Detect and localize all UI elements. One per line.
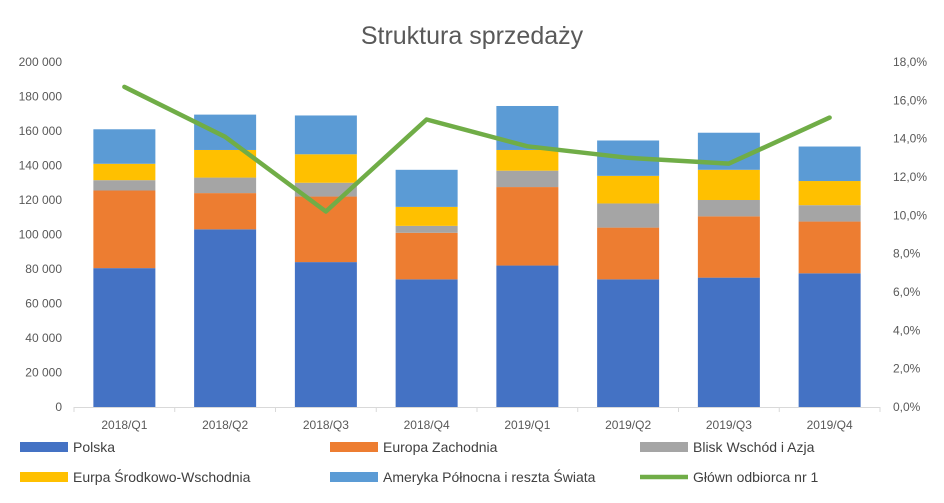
legend-swatch	[20, 472, 68, 482]
bar-3-7	[697, 200, 760, 217]
bar-5-4	[395, 169, 458, 207]
y-tick-label: 60 000	[25, 297, 62, 311]
bar-5-5	[496, 105, 559, 150]
bar-1-3	[294, 262, 357, 407]
y2-tick-label: 6,0%	[893, 285, 921, 299]
y-tick-label: 200 000	[19, 55, 63, 69]
bar-2-7	[697, 216, 760, 278]
y-tick-label: 140 000	[19, 159, 63, 173]
x-tick-label: 2018/Q1	[101, 418, 147, 432]
bar-5-8	[798, 146, 861, 182]
x-tick-label: 2019/Q2	[605, 418, 651, 432]
bar-5-3	[294, 115, 357, 155]
y2-tick-label: 0,0%	[893, 400, 921, 414]
bar-1-7	[697, 277, 760, 407]
legend-label: Ameryka Północna i reszta Świata	[383, 468, 596, 485]
bar-3-3	[294, 182, 357, 197]
y2-tick-label: 14,0%	[893, 132, 927, 146]
bar-2-4	[395, 232, 458, 280]
bar-3-5	[496, 170, 559, 188]
legend: Polska Europa Zachodnia Blisk Wschód i Azj…	[20, 439, 819, 485]
y-tick-label: 180 000	[19, 90, 63, 104]
bar-4-8	[798, 181, 861, 206]
y2-tick-label: 8,0%	[893, 247, 921, 261]
bar-4-1	[93, 163, 156, 181]
y-tick-label: 80 000	[25, 262, 62, 276]
bar-1-2	[194, 229, 257, 407]
y2-tick-label: 12,0%	[893, 170, 927, 184]
bar-3-8	[798, 205, 861, 222]
bar-5-1	[93, 129, 156, 164]
y2-tick-label: 16,0%	[893, 93, 927, 107]
bar-layer	[93, 105, 861, 407]
y-tick-label: 120 000	[19, 193, 63, 207]
bar-2-3	[294, 196, 357, 263]
axes: 2018/Q1 2018/Q2 2018/Q3 2018/Q4 2019/Q1 2019/…	[19, 55, 928, 432]
legend-label: Główn odbiorca nr 1	[693, 469, 819, 485]
bar-1-8	[798, 273, 861, 407]
line-main-customer	[122, 84, 832, 214]
x-tick-label: 2019/Q1	[504, 418, 550, 432]
bar-1-5	[496, 265, 559, 407]
bar-4-5	[496, 149, 559, 171]
legend-label: Blisk Wschód i Azja	[693, 439, 815, 455]
bar-4-7	[697, 169, 760, 200]
bar-4-3	[294, 154, 357, 183]
bar-1-1	[93, 268, 156, 407]
y2-tick-label: 10,0%	[893, 208, 927, 222]
y-tick-label: 100 000	[19, 228, 63, 242]
y-tick-label: 40 000	[25, 331, 62, 345]
x-tick-label: 2018/Q3	[303, 418, 349, 432]
legend-label: Europa Zachodnia	[383, 439, 498, 455]
bar-2-5	[496, 187, 559, 266]
bar-5-2	[194, 114, 257, 150]
bar-1-6	[597, 279, 660, 407]
bar-3-1	[93, 180, 156, 191]
bar-2-6	[597, 227, 660, 280]
y2-tick-label: 2,0%	[893, 362, 921, 376]
line-layer	[122, 84, 832, 214]
y-tick-label: 160 000	[19, 124, 63, 138]
y-tick-label: 0	[55, 400, 62, 414]
bar-3-2	[194, 177, 257, 194]
y2-tick-label: 18,0%	[893, 55, 927, 69]
bar-4-4	[395, 206, 458, 226]
bar-3-6	[597, 203, 660, 228]
bar-2-8	[798, 221, 861, 274]
x-tick-label: 2019/Q3	[706, 418, 752, 432]
legend-swatch	[640, 442, 688, 452]
bar-2-1	[93, 190, 156, 269]
bar-2-2	[194, 193, 257, 230]
legend-swatch	[20, 442, 68, 452]
legend-label: Polska	[73, 439, 115, 455]
chart-title: Struktura sprzedaży	[361, 22, 584, 50]
legend-swatch	[330, 472, 378, 482]
y2-tick-label: 4,0%	[893, 323, 921, 337]
x-tick-label: 2018/Q4	[404, 418, 450, 432]
legend-swatch	[330, 442, 378, 452]
bar-1-4	[395, 279, 458, 407]
x-tick-label: 2019/Q4	[807, 418, 853, 432]
x-tick-label: 2018/Q2	[202, 418, 248, 432]
bar-4-6	[597, 175, 660, 204]
bar-3-4	[395, 225, 458, 233]
legend-label: Eurpa Środkowo-Wschodnia	[73, 468, 251, 485]
y-tick-label: 20 000	[25, 366, 62, 380]
